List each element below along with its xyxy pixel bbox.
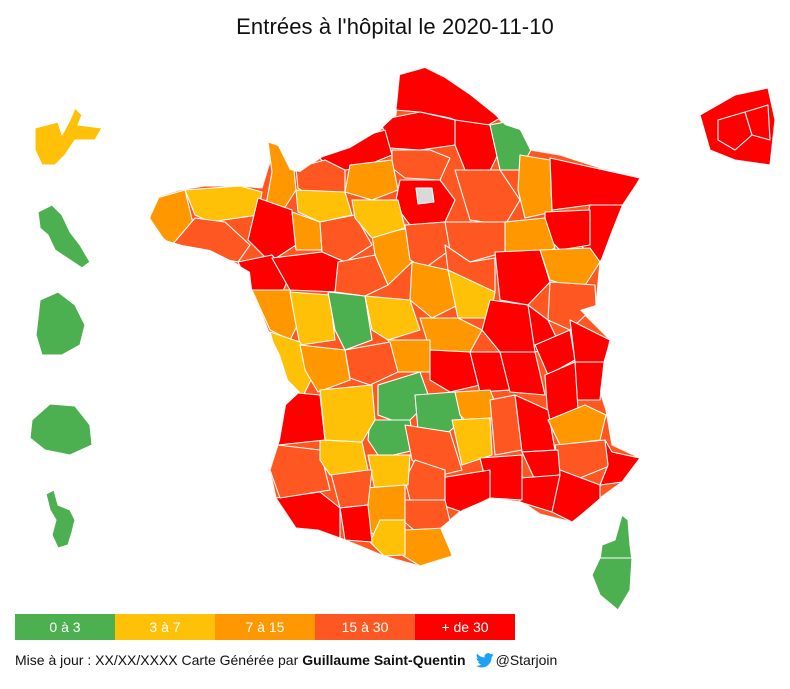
dept-cote-dor	[494, 249, 551, 306]
twitter-link[interactable]: @Starjoin	[475, 652, 558, 668]
ile-de-france-inset	[699, 87, 776, 166]
dept-rhone	[499, 351, 546, 396]
dept-deux-sevres	[289, 291, 336, 346]
dept-herault	[439, 469, 491, 513]
dept-indre	[364, 295, 421, 341]
dept-hautes-pyrenees	[339, 504, 373, 543]
twitter-bird-icon	[475, 652, 494, 667]
martinique-shape	[37, 204, 91, 269]
dept-puy-de-dome	[429, 349, 481, 393]
legend-item-1: 3 à 7	[115, 614, 215, 640]
legend: 0 à 3 3 à 7 7 à 15 15 à 30 + de 30	[15, 614, 515, 640]
mayotte-shape	[45, 489, 76, 549]
guadeloupe	[34, 107, 103, 166]
martinique	[37, 204, 91, 269]
guyane-shape	[35, 291, 86, 356]
dept-moselle	[549, 157, 640, 211]
dept-lot-et-garonne	[319, 439, 369, 476]
legend-item-3: 15 à 30	[315, 614, 415, 640]
dept-ille-et-vilaine	[247, 197, 297, 263]
dept-haute-corse	[599, 514, 633, 561]
dept-cher	[409, 261, 459, 319]
legend-item-4: + de 30	[415, 614, 515, 640]
dept-indre-et-loire	[334, 254, 389, 297]
dept-loiret	[404, 221, 451, 269]
dept-lot	[367, 419, 416, 459]
dept-eure	[344, 159, 399, 201]
mayotte	[45, 489, 76, 549]
dept-doubs	[547, 281, 597, 331]
dept-marne	[454, 169, 521, 226]
update-text: Mise à jour : XX/XX/XXXX Carte Générée p…	[15, 652, 299, 668]
legend-item-0: 0 à 3	[15, 614, 115, 640]
dept-dordogne	[319, 384, 376, 443]
dept-eure-et-loir	[351, 199, 406, 239]
corsica	[591, 514, 633, 611]
guyane	[35, 291, 86, 356]
dept-paris-nodata	[415, 187, 435, 205]
dept-gironde	[277, 391, 326, 446]
dept-tarn-et-garonne	[367, 454, 411, 491]
dept-vendee	[251, 289, 301, 341]
author-name: Guillaume Saint-Quentin	[302, 652, 466, 668]
reunion-shape	[29, 403, 93, 456]
dept-loir-et-cher	[371, 227, 413, 286]
dept-lozere	[451, 417, 493, 466]
dept-hautes-alpes	[547, 404, 607, 446]
twitter-handle: @Starjoin	[495, 652, 558, 668]
guadeloupe-shape	[34, 107, 103, 166]
footer: Mise à jour : XX/XX/XXXX Carte Générée p…	[15, 652, 557, 668]
dept-sarthe	[319, 214, 373, 263]
dept-somme	[379, 111, 456, 151]
dept-charente	[299, 344, 351, 393]
dept-meuse	[517, 154, 553, 219]
reunion	[29, 403, 93, 456]
metropolitan-france	[150, 68, 640, 566]
map-title: Entrées à l'hôpital le 2020-11-10	[236, 14, 554, 39]
idf-inner-2	[744, 104, 771, 141]
dept-alpes-maritimes	[599, 439, 640, 486]
dept-corse-du-sud	[591, 557, 633, 611]
legend-item-2: 7 à 15	[215, 614, 315, 640]
idf-inner-1	[717, 111, 753, 151]
